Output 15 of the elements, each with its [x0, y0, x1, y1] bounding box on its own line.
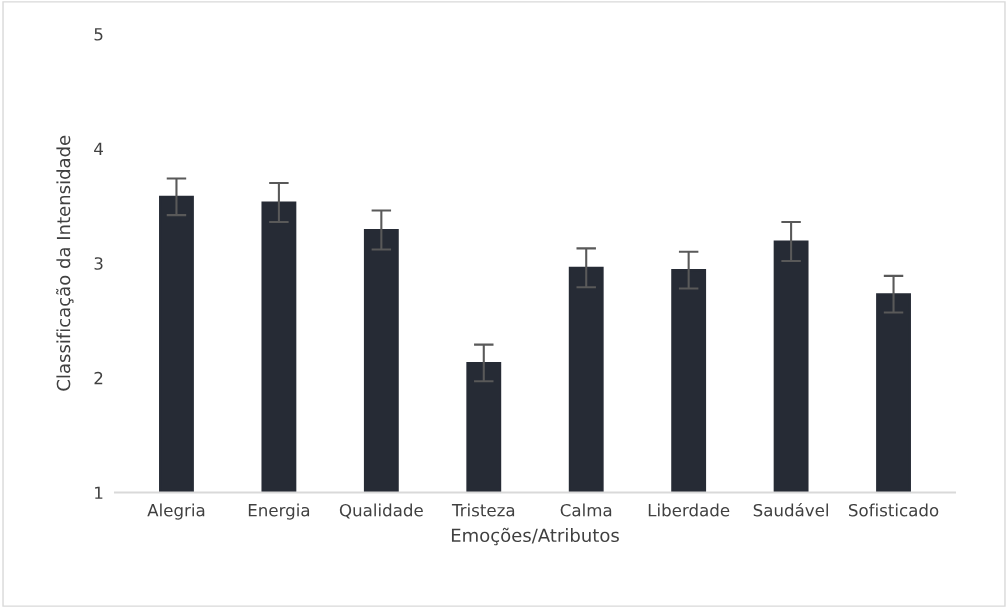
x-tick-label: Liberdade: [648, 503, 730, 517]
y-tick-label: 3: [94, 257, 103, 270]
y-axis-title: Classificação da Intensidade: [56, 135, 74, 391]
x-tick-label: Qualidade: [339, 503, 423, 519]
y-tick-label: 4: [94, 142, 103, 155]
x-tick-label: Calma: [560, 503, 612, 517]
x-axis-title: Emoções/Atributos: [451, 527, 619, 546]
x-tick-label: Alegria: [147, 503, 205, 520]
x-tick-label: Saudável: [753, 502, 828, 517]
x-tick-label: Energia: [248, 503, 310, 520]
x-tick-label: Sofisticado: [849, 503, 939, 517]
x-tick-label: Tristeza: [451, 503, 515, 517]
y-tick-label: 2: [94, 371, 103, 385]
y-tick-label: 5: [94, 28, 103, 41]
y-tick-label: 1: [95, 486, 103, 499]
